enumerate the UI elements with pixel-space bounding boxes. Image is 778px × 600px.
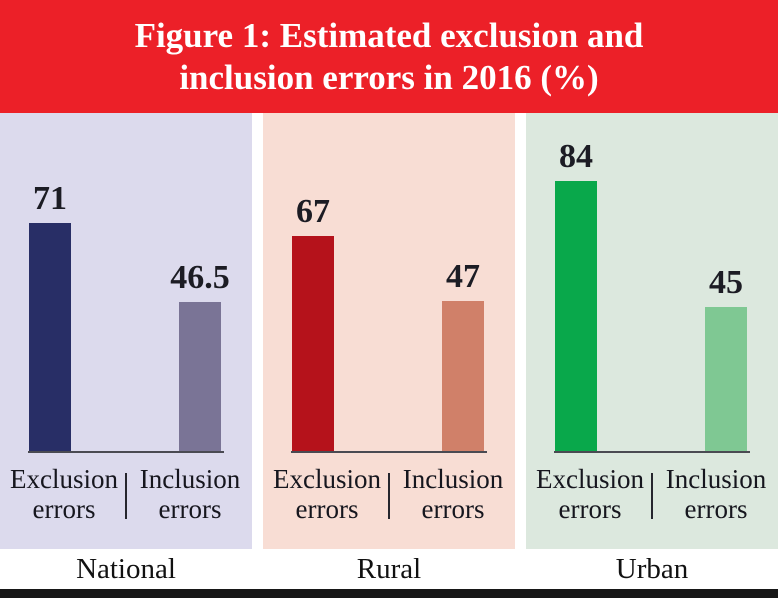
series-label-national-inclusion: Inclusion errors (139, 464, 241, 525)
panel-urban: 84 45 Exclusion errors Inclusion errors (526, 113, 778, 549)
series-label-rural-inclusion: Inclusion errors (402, 464, 504, 525)
category-label-urban: Urban (615, 552, 689, 585)
panel-rural: 67 47 Exclusion errors Inclusion errors (263, 113, 515, 549)
series-label-national-exclusion: Exclusion errors (10, 464, 118, 525)
bar-national-exclusion (29, 223, 71, 453)
bar-value-urban-inclusion: 45 (709, 264, 743, 301)
bottom-rule (0, 589, 778, 598)
axis-baseline-national (28, 451, 224, 453)
bar-value-rural-exclusion: 67 (296, 193, 330, 230)
bar-rural-inclusion (442, 301, 484, 453)
bar-value-urban-exclusion: 84 (559, 138, 593, 175)
axis-baseline-rural (291, 451, 487, 453)
series-labels-urban: Exclusion errors Inclusion errors (526, 464, 778, 524)
axis-baseline-urban (554, 451, 750, 453)
bar-urban-inclusion (705, 307, 747, 453)
figure-title-banner: Figure 1: Estimated exclusion and inclus… (0, 0, 778, 113)
figure-title-line-2: inclusion errors in 2016 (%) (179, 57, 599, 97)
chart-panels: 71 46.5 Exclusion errors Inclusion error… (0, 113, 778, 549)
bar-value-rural-inclusion: 47 (446, 258, 480, 295)
series-label-divider-national (125, 473, 127, 519)
bar-value-national-exclusion: 71 (33, 180, 67, 217)
category-label-national: National (76, 552, 176, 585)
bar-urban-exclusion (555, 181, 597, 453)
category-label-rural: Rural (356, 552, 422, 585)
series-labels-national: Exclusion errors Inclusion errors (0, 464, 252, 524)
series-label-rural-exclusion: Exclusion errors (273, 464, 381, 525)
bar-value-national-inclusion: 46.5 (170, 259, 230, 296)
series-labels-rural: Exclusion errors Inclusion errors (263, 464, 515, 524)
bar-national-inclusion (179, 302, 221, 453)
series-label-divider-rural (388, 473, 390, 519)
series-label-urban-inclusion: Inclusion errors (665, 464, 767, 525)
series-label-divider-urban (651, 473, 653, 519)
category-labels-row: National Rural Urban (0, 549, 778, 589)
series-label-urban-exclusion: Exclusion errors (536, 464, 644, 525)
panel-national: 71 46.5 Exclusion errors Inclusion error… (0, 113, 252, 549)
figure-title-line-1: Figure 1: Estimated exclusion and (134, 15, 644, 55)
bar-rural-exclusion (292, 236, 334, 453)
